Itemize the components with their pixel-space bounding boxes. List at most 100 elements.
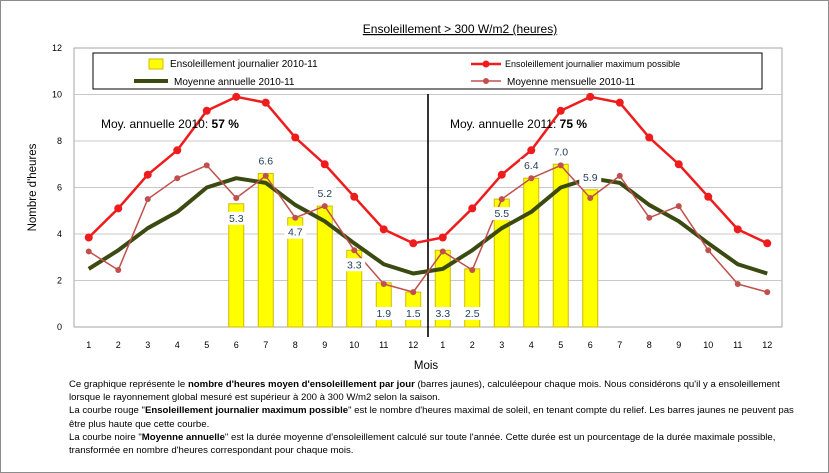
y-tick-label: 4 bbox=[57, 229, 62, 239]
max-possible-point bbox=[291, 133, 300, 142]
monthly-average-point bbox=[144, 196, 151, 203]
monthly-average-point bbox=[587, 194, 594, 201]
annual-average-annotation: Moy. annuelle 2010: 57 % bbox=[101, 117, 239, 131]
annotation-label: Moy. annuelle 2010: bbox=[101, 117, 212, 131]
y-tick-label: 12 bbox=[52, 43, 62, 53]
monthly-average-point bbox=[380, 280, 387, 287]
legend-swatch-marker bbox=[483, 78, 489, 84]
monthly-average-line bbox=[88, 164, 768, 293]
bar-label-bg bbox=[284, 225, 307, 239]
bar-data-label: 3.3 bbox=[435, 308, 450, 320]
annual-average-annotation: Moy. annuelle 2011: 75 % bbox=[450, 117, 587, 131]
bar-label-bg bbox=[225, 211, 248, 225]
monthly-average-point bbox=[557, 162, 564, 169]
x-tick-label: 4 bbox=[529, 340, 534, 350]
max-possible-point bbox=[615, 98, 624, 107]
bar-data-label: 1.9 bbox=[376, 308, 391, 320]
monthly-average-point bbox=[498, 196, 505, 203]
bar-data-label: 3.3 bbox=[347, 259, 362, 271]
monthly-average-point bbox=[115, 267, 122, 274]
annotation-label: Moy. annuelle 2011: bbox=[450, 117, 560, 131]
max-possible-point bbox=[763, 239, 772, 248]
x-tick-label: 5 bbox=[204, 340, 209, 350]
y-tick-label: 0 bbox=[57, 322, 62, 332]
x-tick-label: 5 bbox=[558, 340, 563, 350]
x-tick-label: 7 bbox=[263, 340, 268, 350]
bar-data-label: 1.5 bbox=[406, 308, 421, 320]
x-tick-label: 10 bbox=[349, 340, 359, 350]
monthly-average-point bbox=[351, 247, 358, 254]
x-tick-label: 4 bbox=[175, 340, 180, 350]
bar-data-label: 4.7 bbox=[288, 227, 303, 239]
x-tick-label: 3 bbox=[499, 340, 504, 350]
max-possible-point bbox=[379, 225, 388, 234]
monthly-average-point bbox=[292, 214, 299, 221]
monthly-average-point bbox=[233, 194, 240, 201]
bar bbox=[257, 173, 274, 328]
max-possible-point bbox=[556, 106, 565, 115]
x-tick-label: 2 bbox=[470, 340, 475, 350]
bar-data-label: 5.5 bbox=[494, 208, 509, 220]
x-tick-label: 3 bbox=[145, 340, 150, 350]
bar-label-bg bbox=[520, 159, 543, 173]
bar-data-label: 2.5 bbox=[465, 308, 480, 320]
x-tick-label: 2 bbox=[116, 340, 121, 350]
annotation-value: 57 % bbox=[212, 117, 240, 131]
bar-label-bg bbox=[490, 207, 513, 221]
max-possible-line bbox=[87, 95, 768, 245]
caption-text: (barres jaunes), calculéepour chaque moi… bbox=[69, 379, 780, 404]
chart-caption: Ce graphique représente le nombre d'heur… bbox=[69, 378, 809, 457]
x-tick-label: 8 bbox=[293, 340, 298, 350]
monthly-average-point bbox=[705, 247, 712, 254]
max-possible-point bbox=[114, 204, 123, 213]
monthly-average-point bbox=[734, 280, 741, 287]
caption-emphasis: nombre d'heures moyen d'ensoleillement p… bbox=[187, 379, 415, 390]
x-axis-label: Mois bbox=[414, 360, 439, 372]
bar-label-bg bbox=[431, 307, 454, 320]
max-possible-point bbox=[143, 170, 152, 179]
bar-data-label: 6.4 bbox=[524, 160, 539, 172]
max-possible-point bbox=[84, 233, 93, 242]
legend-box bbox=[92, 52, 763, 90]
caption-paragraph: Ce graphique représente le nombre d'heur… bbox=[69, 378, 809, 404]
bar bbox=[228, 203, 245, 328]
monthly-average-point bbox=[321, 203, 328, 210]
legend-label: Ensoleillement journalier 2010-11 bbox=[170, 59, 318, 70]
bar-label-bg bbox=[254, 154, 277, 168]
x-tick-label: 1 bbox=[440, 340, 445, 350]
caption-emphasis: Ensoleillement journalier maximum possib… bbox=[144, 405, 349, 417]
bar-data-label: 7.0 bbox=[553, 146, 568, 158]
caption-paragraph: La courbe rouge "Ensoleillement journali… bbox=[69, 404, 809, 430]
max-possible-point bbox=[733, 225, 742, 234]
x-tick-label: 9 bbox=[676, 340, 681, 350]
caption-emphasis: Moyenne annuelle bbox=[141, 431, 225, 443]
monthly-average-point bbox=[262, 172, 269, 179]
y-axis-label: Nombre d'heures bbox=[27, 143, 39, 231]
y-tick-label: 10 bbox=[52, 90, 62, 100]
x-tick-label: 11 bbox=[379, 340, 388, 350]
bar-label-bg bbox=[402, 307, 425, 320]
x-tick-label: 1 bbox=[86, 340, 91, 350]
legend-label: Ensoleillement journalier maximum possib… bbox=[505, 59, 680, 69]
max-possible-point bbox=[350, 192, 359, 201]
max-possible-point bbox=[173, 146, 182, 155]
x-tick-label: 12 bbox=[762, 340, 772, 350]
bar-label-bg bbox=[461, 307, 484, 320]
y-tick-label: 2 bbox=[57, 276, 62, 286]
caption-text: La courbe rouge " bbox=[69, 405, 145, 417]
legend-label: Moyenne mensuelle 2010-11 bbox=[507, 77, 636, 88]
monthly-average-point bbox=[675, 203, 682, 210]
caption-paragraph: La courbe noire "Moyenne annuelle" est l… bbox=[69, 431, 809, 457]
monthly-average-point bbox=[174, 175, 181, 182]
max-possible-point bbox=[438, 233, 447, 242]
max-possible-point bbox=[497, 170, 506, 179]
annotation-value: 75 % bbox=[560, 117, 588, 131]
max-possible-point bbox=[409, 239, 418, 248]
max-possible-point bbox=[202, 106, 211, 115]
caption-text: " est le nombre d'heures maximal de sole… bbox=[69, 405, 794, 430]
bar bbox=[375, 282, 392, 328]
max-possible-point bbox=[704, 192, 713, 201]
bar bbox=[582, 189, 599, 328]
